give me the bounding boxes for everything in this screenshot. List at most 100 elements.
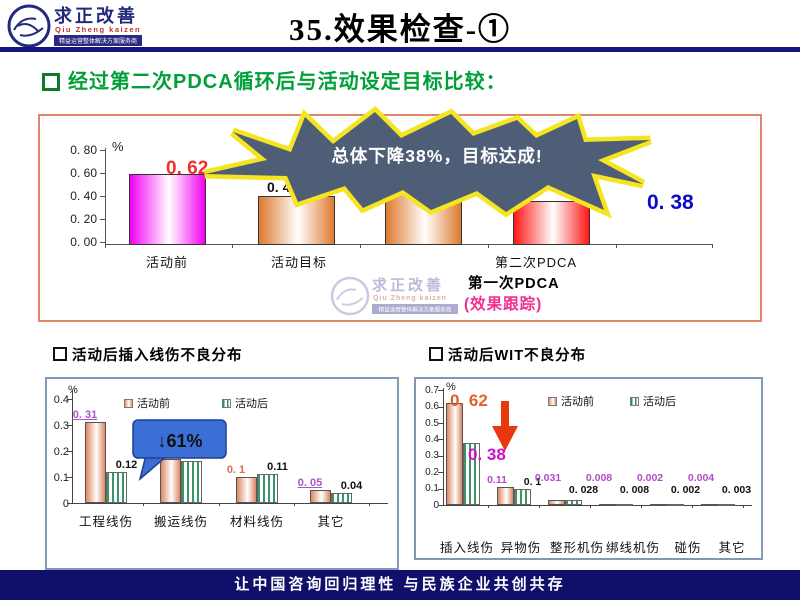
insert-y-tick: 0.2: [53, 445, 69, 458]
wit-y-tickmark: [438, 390, 443, 391]
right-legend-after: 活动后: [630, 393, 676, 409]
main-x-tickmark: [360, 244, 361, 248]
wit-x-tickmark: [488, 505, 489, 508]
logo-banner: [54, 35, 142, 46]
header-divider: [0, 47, 800, 52]
insert-bar-before-搬运线伤: [160, 459, 181, 503]
insert-bar-after-材料线伤: [257, 474, 278, 503]
watermark-tagline: 精益运营整体解决方案服务商: [379, 306, 452, 314]
main-x-tickmark: [488, 244, 489, 248]
left-x-axis-line: [72, 503, 388, 504]
legend-after-label: 活动后: [643, 396, 676, 408]
left-legend-after: 活动后: [222, 395, 268, 411]
wit-y-tickmark: [438, 505, 443, 506]
wit-bar-after-绑线机伤: [616, 504, 633, 506]
legend-after-label: 活动后: [235, 398, 268, 410]
wit-y-tick: 0.6: [425, 401, 439, 413]
wit-x-tickmark: [539, 505, 540, 508]
watermark-cn: 求正改善: [372, 276, 444, 294]
insert-x-label: 材料线伤: [229, 515, 284, 529]
wit-x-tickmark: [641, 505, 642, 508]
wit-y-tickmark: [438, 489, 443, 490]
reduction-callout: ↓61%: [132, 419, 227, 482]
section-bullet-icon: [42, 73, 60, 91]
wit-y-tickmark: [438, 439, 443, 440]
effect-tracking-annotation: (效果跟踪): [464, 296, 543, 313]
legend-before-swatch-icon: [124, 398, 133, 408]
watermark-logo: 求正改善 Qiu Zheng kaizen 精益运营整体解决方案服务商: [330, 276, 458, 316]
wit-bar-after-整形机伤: [565, 500, 582, 505]
insert-x-label: 工程线伤: [78, 515, 133, 529]
wit-x-label: 其它: [718, 541, 746, 555]
logo-en-text: Qiu Zheng kaizen: [55, 25, 141, 34]
callout-bubble: [132, 419, 227, 459]
wit-y-tickmark: [438, 472, 443, 473]
starburst-text: 总体下降38%，目标达成!: [331, 146, 542, 166]
main-x-label: 活动前: [145, 255, 188, 270]
right-legend-before: 活动前: [548, 393, 594, 409]
insert-bar-before-材料线伤: [236, 477, 257, 503]
wit-bar-before-其它: [701, 504, 718, 506]
insert-x-tickmark: [143, 503, 144, 506]
insert-y-tick: 0.3: [53, 419, 69, 432]
left-y-axis-line: [72, 390, 73, 503]
insert-label-after: 0.12: [115, 459, 138, 471]
insert-label-after: 0.11: [267, 461, 288, 473]
main-unit-label: %: [112, 139, 124, 154]
wit-label-after: 0. 002: [670, 484, 701, 496]
starburst-body: [205, 112, 650, 212]
main-x-tickmark: [616, 244, 617, 248]
wit-y-tick: 0.4: [425, 433, 439, 445]
wit-label-after: 0. 008: [619, 484, 650, 496]
page-title: 35.效果检查-①: [288, 12, 512, 47]
insert-bar-before-工程线伤: [85, 422, 106, 503]
main-y-tickmark: [100, 196, 105, 197]
insert-label-before: 0. 1: [226, 464, 246, 476]
right-x-axis-line: [443, 505, 752, 506]
main-x-tickmark: [712, 244, 713, 248]
watermark-en: Qiu Zheng kaizen: [373, 295, 447, 302]
main-y-tick: 0. 80: [70, 143, 97, 157]
insert-y-tickmark: [67, 477, 72, 478]
wit-bar-after-插入线伤: [463, 443, 480, 505]
right-panel-bullet-icon: [429, 347, 443, 361]
wit-x-tickmark: [692, 505, 693, 508]
insert-x-label: 搬运线伤: [153, 515, 208, 529]
wit-y-tick: 0.7: [425, 384, 439, 396]
left-panel-bullet-icon: [53, 347, 67, 361]
insert-label-before: 0. 31: [72, 409, 98, 421]
wit-after-value: 0. 38: [468, 445, 506, 464]
wit-label-after: 0. 028: [568, 484, 599, 496]
insert-x-tickmark: [369, 503, 370, 506]
insert-y-tick: 0.1: [53, 471, 69, 484]
main-y-tick: 0. 60: [70, 166, 97, 180]
insert-x-label: 其它: [317, 515, 345, 529]
wit-before-value: 0. 62: [450, 391, 488, 410]
company-logo: 求正改善 Qiu Zheng kaizen 精益运营整体解决方案服务商: [7, 4, 142, 48]
down-arrow-icon: [492, 401, 518, 451]
wit-y-tick: 0.5: [425, 417, 439, 429]
wit-x-tickmark: [743, 505, 744, 508]
wit-y-tick: 0.2: [425, 466, 439, 478]
legend-before-label: 活动前: [137, 398, 170, 410]
wit-bar-before-异物伤: [497, 487, 514, 505]
insert-bar-before-其它: [310, 490, 331, 503]
logo-circle-icon: [7, 4, 51, 48]
wit-y-tickmark: [438, 407, 443, 408]
wit-x-label: 异物伤: [500, 541, 542, 555]
wit-y-tick: 0: [433, 499, 439, 511]
wit-label-after: 0. 003: [721, 484, 752, 496]
wit-x-label: 插入线伤: [439, 541, 494, 555]
value-label-pdca2: 0. 38: [647, 191, 694, 214]
wit-x-tickmark: [590, 505, 591, 508]
main-y-tickmark: [100, 242, 105, 243]
main-y-tickmark: [100, 219, 105, 220]
insert-y-tick: 0.4: [53, 393, 69, 406]
left-legend-before: 活动前: [124, 395, 170, 411]
wit-x-label: 整形机伤: [549, 541, 604, 555]
insert-x-tickmark: [219, 503, 220, 506]
main-x-label: 活动目标: [270, 255, 327, 270]
section-heading: 经过第二次PDCA循环后与活动设定目标比较：: [68, 71, 507, 93]
logo-cn-text: 求正改善: [54, 5, 138, 26]
